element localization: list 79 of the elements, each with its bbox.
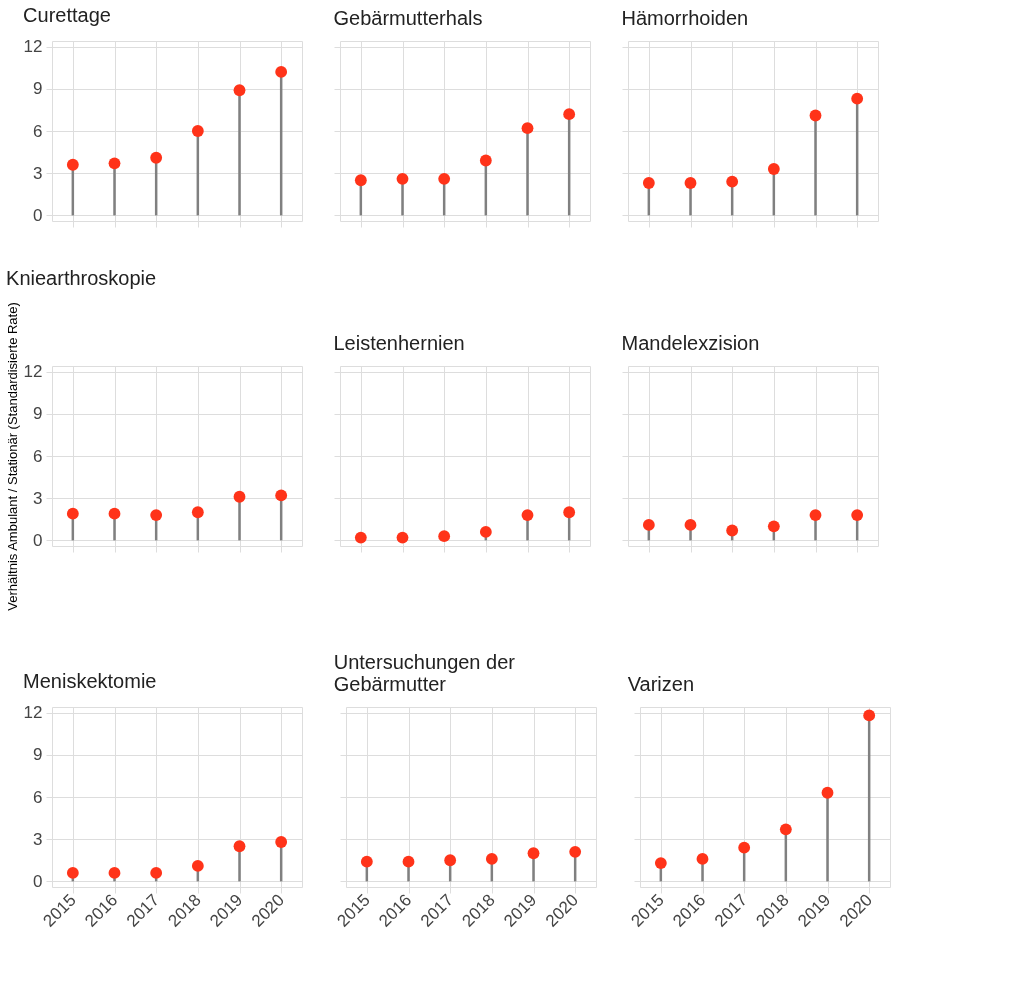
point: [66, 507, 79, 520]
point: [108, 157, 121, 170]
y-tick-label: 3: [33, 163, 43, 183]
point: [66, 867, 79, 879]
chart-title: Untersuchungen der Gebärmutter: [333, 651, 516, 695]
point: [684, 519, 697, 531]
point: [654, 857, 667, 869]
y-tick-label: 12: [23, 703, 43, 723]
point: [767, 163, 780, 175]
y-tick-label: 12: [23, 362, 43, 382]
point: [809, 109, 822, 122]
point: [642, 177, 655, 189]
y-tick-label: 0: [33, 530, 43, 550]
point: [696, 852, 709, 865]
y-tick-label: 12: [23, 37, 43, 57]
point: [821, 786, 834, 799]
point: [726, 524, 739, 537]
point: [191, 125, 204, 137]
point: [521, 122, 534, 135]
point: [726, 175, 739, 188]
point: [396, 531, 409, 544]
point: [396, 172, 409, 185]
point: [150, 867, 163, 879]
y-tick-label: 9: [33, 79, 43, 99]
y-tick-label: 3: [33, 829, 43, 849]
chart-title: Curettage: [23, 3, 111, 26]
y-tick-label: 0: [33, 871, 43, 891]
point: [767, 520, 780, 533]
point: [563, 506, 576, 519]
point: [150, 151, 163, 164]
point: [809, 509, 822, 521]
point: [738, 841, 751, 854]
point: [402, 855, 415, 868]
point: [851, 92, 864, 105]
point: [863, 709, 876, 722]
point: [684, 177, 697, 189]
point: [233, 84, 246, 97]
point: [485, 852, 498, 865]
chart-title: Leistenhernien: [333, 332, 465, 354]
point: [275, 489, 288, 502]
point: [275, 66, 288, 78]
point: [360, 855, 373, 868]
y-tick-label: 0: [33, 205, 43, 225]
y-tick-label: 9: [33, 404, 43, 424]
chart-title: Meniskektomie: [23, 669, 157, 692]
y-axis-title: Verhältnis Ambulant / Stationär (Standardisierte Rate): [4, 302, 20, 611]
chart-title: Varizen: [627, 673, 695, 695]
point: [108, 867, 121, 879]
point: [438, 172, 451, 185]
y-tick-label: 6: [33, 446, 43, 466]
point: [851, 509, 864, 521]
y-tick-label: 6: [33, 787, 43, 807]
y-tick-label: 6: [33, 121, 43, 141]
point: [444, 854, 457, 867]
point: [354, 174, 367, 187]
chart-title: Mandelexzision: [621, 332, 760, 354]
y-tick-label: 3: [33, 488, 43, 508]
point: [779, 823, 792, 836]
point: [354, 531, 367, 544]
point: [66, 158, 79, 171]
point: [642, 519, 655, 531]
chart-title: Hämorrhoiden: [621, 7, 749, 29]
point: [233, 840, 246, 853]
point: [275, 836, 288, 848]
point: [438, 530, 451, 543]
point: [527, 847, 540, 860]
y-tick-label: 9: [33, 745, 43, 765]
point: [150, 509, 163, 521]
point: [479, 526, 492, 538]
point: [569, 845, 582, 858]
chart-title: Kniearthroskopie: [6, 267, 157, 290]
chart-title: Gebärmutterhals: [333, 7, 483, 29]
point: [191, 860, 204, 872]
point: [191, 506, 204, 519]
point: [233, 490, 246, 503]
point: [563, 108, 576, 121]
point: [479, 154, 492, 167]
point: [521, 509, 534, 521]
point: [108, 507, 121, 520]
